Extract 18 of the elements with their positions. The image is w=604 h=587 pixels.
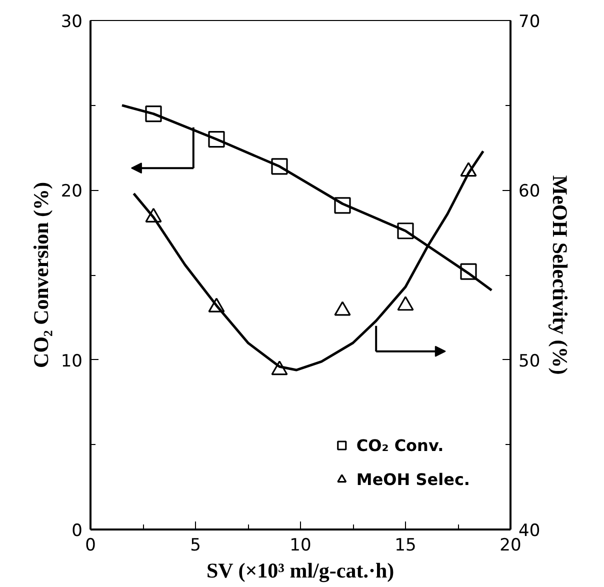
- x-tick-label: 5: [190, 536, 201, 556]
- y2-axis-title: MeOH Selectivity (%): [548, 175, 572, 375]
- x-tick-label: 20: [500, 536, 522, 556]
- y-tick-label: 30: [60, 12, 83, 32]
- y-tick-label: 0: [72, 521, 83, 541]
- x-tick-label: 0: [85, 536, 96, 556]
- y-tick-label: 20: [60, 182, 83, 202]
- legend-label: MeOH Selec.: [356, 470, 470, 488]
- y2-tick-label: 40: [518, 521, 540, 541]
- x-axis-title: SV (×10³ ml/g-cat.·h): [206, 558, 394, 582]
- y2-tick-label: 50: [518, 351, 540, 372]
- x-tick-label: 15: [394, 536, 416, 556]
- y-tick-label: 10: [60, 351, 83, 372]
- y2-tick-label: 70: [518, 12, 540, 32]
- y-axis-title: CO₂ Conversion (%): [28, 182, 53, 368]
- legend-label: CO₂ Conv.: [356, 436, 444, 454]
- y2-tick-label: 60: [518, 182, 540, 202]
- x-tick-label: 10: [290, 536, 312, 556]
